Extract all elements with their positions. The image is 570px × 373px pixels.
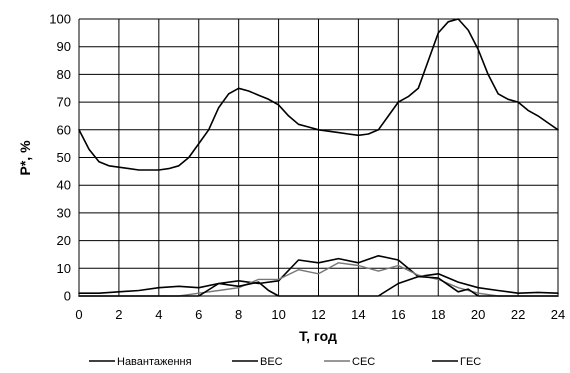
x-tick-label: 18 xyxy=(431,307,445,322)
y-tick-label: 30 xyxy=(57,205,71,220)
y-tick-label: 70 xyxy=(57,95,71,110)
y-tick-label: 50 xyxy=(57,150,71,165)
legend-entry: СЕС xyxy=(352,356,375,368)
x-tick-label: 12 xyxy=(311,307,325,322)
legend-entry: Навантаження xyxy=(117,356,192,368)
x-tick-label: 6 xyxy=(195,307,202,322)
legend: Навантаження ВЕС СЕС ГЕС xyxy=(89,356,481,368)
grid xyxy=(78,18,559,297)
x-tick-label: 0 xyxy=(75,307,82,322)
x-tick-label: 4 xyxy=(155,307,162,322)
y-tick-label: 10 xyxy=(57,261,71,276)
y-tick-label: 20 xyxy=(57,233,71,248)
y-tick-label: 40 xyxy=(57,178,71,193)
series-lines xyxy=(78,18,559,297)
x-tick-label: 10 xyxy=(271,307,285,322)
x-tick-label: 14 xyxy=(351,307,365,322)
x-tick-label: 24 xyxy=(551,307,565,322)
x-tick-label: 20 xyxy=(471,307,485,322)
x-tick-label: 16 xyxy=(391,307,405,322)
x-tick-label: 2 xyxy=(115,307,122,322)
series-line-4 xyxy=(78,275,559,297)
series-line-1 xyxy=(78,18,559,171)
series-line-2 xyxy=(78,255,559,295)
y-tick-labels: 0 10 20 30 40 50 60 70 80 90 100 xyxy=(49,12,71,304)
y-tick-label: 100 xyxy=(49,12,71,27)
y-tick-label: 90 xyxy=(57,39,71,54)
y-axis-label: P*, % xyxy=(17,140,33,176)
legend-entry: ГЕС xyxy=(460,356,481,368)
x-tick-label: 8 xyxy=(235,307,242,322)
legend-entry: ВЕС xyxy=(260,356,283,368)
y-tick-label: 0 xyxy=(64,289,71,304)
x-axis-label: T, год xyxy=(299,328,337,344)
x-tick-label: 22 xyxy=(511,307,525,322)
x-tick-labels: 0 2 4 6 8 10 12 14 16 18 20 22 24 xyxy=(75,307,565,322)
y-tick-label: 60 xyxy=(57,122,71,137)
y-tick-label: 80 xyxy=(57,67,71,82)
